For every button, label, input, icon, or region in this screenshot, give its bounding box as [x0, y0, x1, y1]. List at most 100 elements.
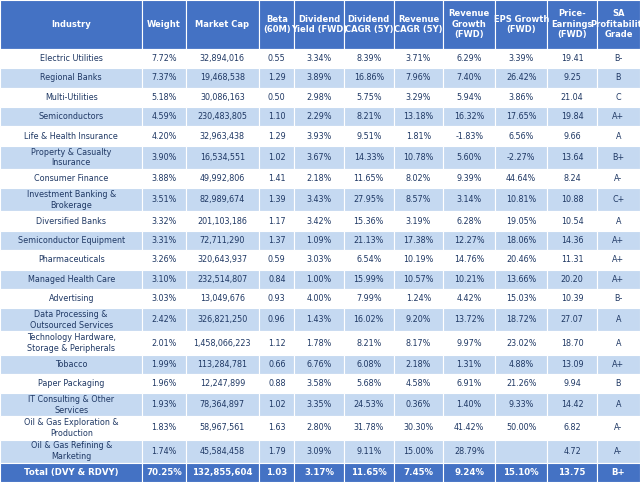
Bar	[294, 49, 344, 68]
Text: 21.04: 21.04	[561, 93, 583, 102]
Bar	[0, 212, 142, 231]
Text: B: B	[616, 73, 621, 82]
Text: 5.68%: 5.68%	[356, 379, 381, 388]
Bar	[259, 126, 294, 146]
Bar	[394, 463, 444, 482]
Text: 4.42%: 4.42%	[456, 294, 482, 303]
Bar	[597, 440, 640, 463]
Text: C+: C+	[612, 195, 625, 204]
Bar	[597, 355, 640, 374]
Bar	[443, 374, 495, 393]
Bar	[294, 332, 344, 355]
Text: 8.39%: 8.39%	[356, 54, 381, 63]
Text: EPS Growth
(FWD): EPS Growth (FWD)	[493, 14, 549, 34]
Text: 5.75%: 5.75%	[356, 93, 381, 102]
Bar	[142, 416, 186, 440]
Text: B: B	[616, 379, 621, 388]
Bar	[547, 332, 597, 355]
Text: 1.93%: 1.93%	[151, 401, 177, 409]
Text: 2.42%: 2.42%	[151, 315, 177, 324]
Bar	[186, 440, 259, 463]
Bar	[294, 250, 344, 269]
Text: 2.80%: 2.80%	[307, 424, 332, 432]
Bar	[597, 107, 640, 126]
Text: Multi-Utilities: Multi-Utilities	[45, 93, 97, 102]
Bar	[259, 250, 294, 269]
Bar	[443, 393, 495, 416]
Bar	[495, 68, 547, 88]
Bar	[294, 463, 344, 482]
Text: 3.67%: 3.67%	[307, 153, 332, 162]
Bar	[495, 188, 547, 212]
Text: 9.11%: 9.11%	[356, 446, 381, 455]
Text: 3.35%: 3.35%	[307, 401, 332, 409]
Text: 19.05%: 19.05%	[506, 216, 536, 226]
Text: 3.10%: 3.10%	[152, 275, 177, 284]
Bar	[259, 308, 294, 332]
Text: 1.99%: 1.99%	[151, 360, 177, 369]
Bar	[344, 332, 394, 355]
Text: 0.36%: 0.36%	[406, 401, 431, 409]
Bar	[394, 68, 444, 88]
Bar	[394, 107, 444, 126]
Text: 28.79%: 28.79%	[454, 446, 484, 455]
Bar	[186, 308, 259, 332]
Bar	[344, 126, 394, 146]
Bar	[443, 463, 495, 482]
Bar	[294, 107, 344, 126]
Text: 1.29: 1.29	[268, 132, 285, 141]
Bar	[186, 188, 259, 212]
Text: 6.56%: 6.56%	[509, 132, 534, 141]
Bar	[0, 126, 142, 146]
Text: SA
Profitability
Grade: SA Profitability Grade	[590, 10, 640, 40]
Text: Total (DVY & RDVY): Total (DVY & RDVY)	[24, 468, 118, 477]
Bar	[186, 416, 259, 440]
Bar	[294, 146, 344, 169]
Text: 15.36%: 15.36%	[354, 216, 384, 226]
Bar	[495, 169, 547, 188]
Text: 7.96%: 7.96%	[406, 73, 431, 82]
Text: 0.59: 0.59	[268, 255, 285, 265]
Text: Beta
(60M): Beta (60M)	[263, 14, 291, 34]
Bar	[394, 416, 444, 440]
Bar	[495, 355, 547, 374]
Text: 49,992,806: 49,992,806	[200, 174, 245, 183]
Text: 1.40%: 1.40%	[456, 401, 482, 409]
Text: 9.25: 9.25	[563, 73, 581, 82]
Bar	[142, 250, 186, 269]
Text: 8.21%: 8.21%	[356, 338, 381, 348]
Bar	[0, 68, 142, 88]
Text: 1.81%: 1.81%	[406, 132, 431, 141]
Bar	[0, 188, 142, 212]
Text: IT Consulting & Other
Services: IT Consulting & Other Services	[28, 395, 115, 415]
Bar	[495, 308, 547, 332]
Text: 16.02%: 16.02%	[354, 315, 384, 324]
Bar	[186, 49, 259, 68]
Text: 3.19%: 3.19%	[406, 216, 431, 226]
Text: 7.72%: 7.72%	[151, 54, 177, 63]
Text: 13.18%: 13.18%	[403, 112, 433, 121]
Text: 3.32%: 3.32%	[151, 216, 177, 226]
Bar	[394, 49, 444, 68]
Text: 9.39%: 9.39%	[456, 174, 482, 183]
Text: 1.12: 1.12	[268, 338, 285, 348]
Text: 30,086,163: 30,086,163	[200, 93, 244, 102]
Text: 0.50: 0.50	[268, 93, 285, 102]
Bar	[294, 308, 344, 332]
Bar	[0, 393, 142, 416]
Text: Electric Utilities: Electric Utilities	[40, 54, 102, 63]
Bar	[186, 355, 259, 374]
Text: 8.21%: 8.21%	[356, 112, 381, 121]
Bar	[294, 126, 344, 146]
Text: 16.32%: 16.32%	[454, 112, 484, 121]
Text: Life & Health Insurance: Life & Health Insurance	[24, 132, 118, 141]
Bar	[186, 169, 259, 188]
Bar	[344, 374, 394, 393]
Bar	[394, 355, 444, 374]
Text: 82,989,674: 82,989,674	[200, 195, 245, 204]
Bar	[259, 231, 294, 250]
Text: 9.66: 9.66	[563, 132, 581, 141]
Text: 3.93%: 3.93%	[307, 132, 332, 141]
Text: 3.26%: 3.26%	[151, 255, 177, 265]
Text: A: A	[616, 216, 621, 226]
